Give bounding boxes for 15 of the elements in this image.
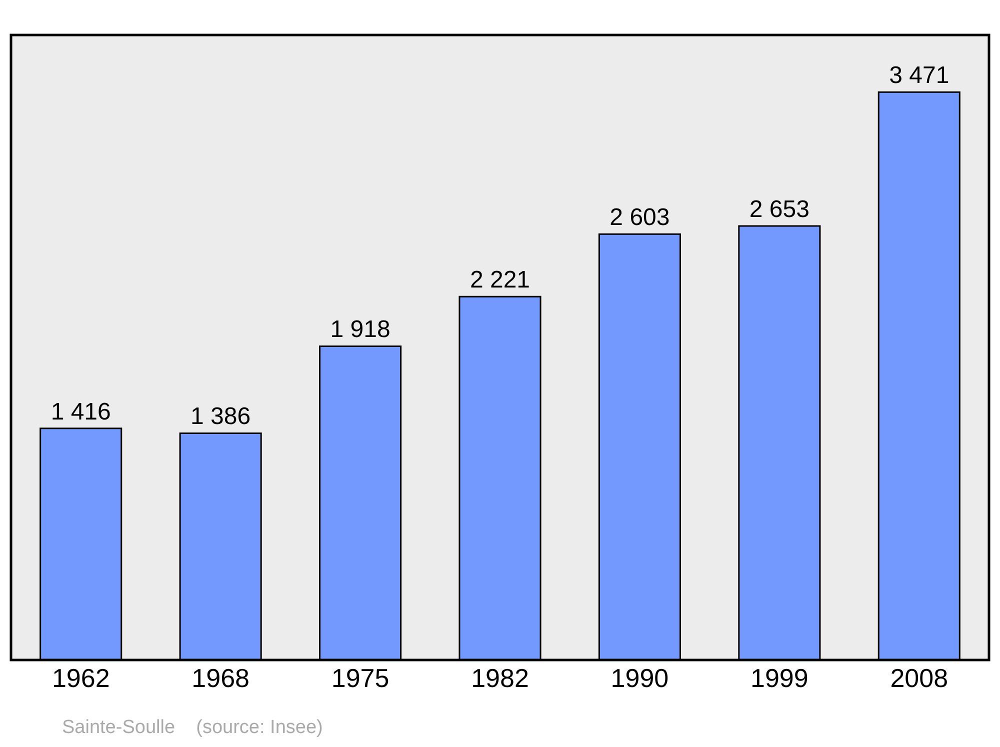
x-tick-label: 1968 [192,663,250,693]
text: Sainte-Soulle (source: Insee) [62,717,323,738]
x-tick-label: 1999 [750,663,808,693]
x-tick-label: 1982 [471,663,529,693]
data-label: 1 416 [50,398,111,426]
data-label: 1 918 [330,316,390,344]
x-tick-label: 1990 [610,663,669,693]
x-tick-label: 2008 [890,663,948,693]
data-label: 2 603 [610,204,670,232]
data-label: 2 221 [470,266,530,294]
data-label: 3 471 [889,62,950,90]
x-tick-label: 1975 [331,663,390,693]
x-tick-label: 1962 [52,663,110,693]
data-label: 1 386 [190,403,251,430]
data-label: 2 653 [749,196,810,223]
